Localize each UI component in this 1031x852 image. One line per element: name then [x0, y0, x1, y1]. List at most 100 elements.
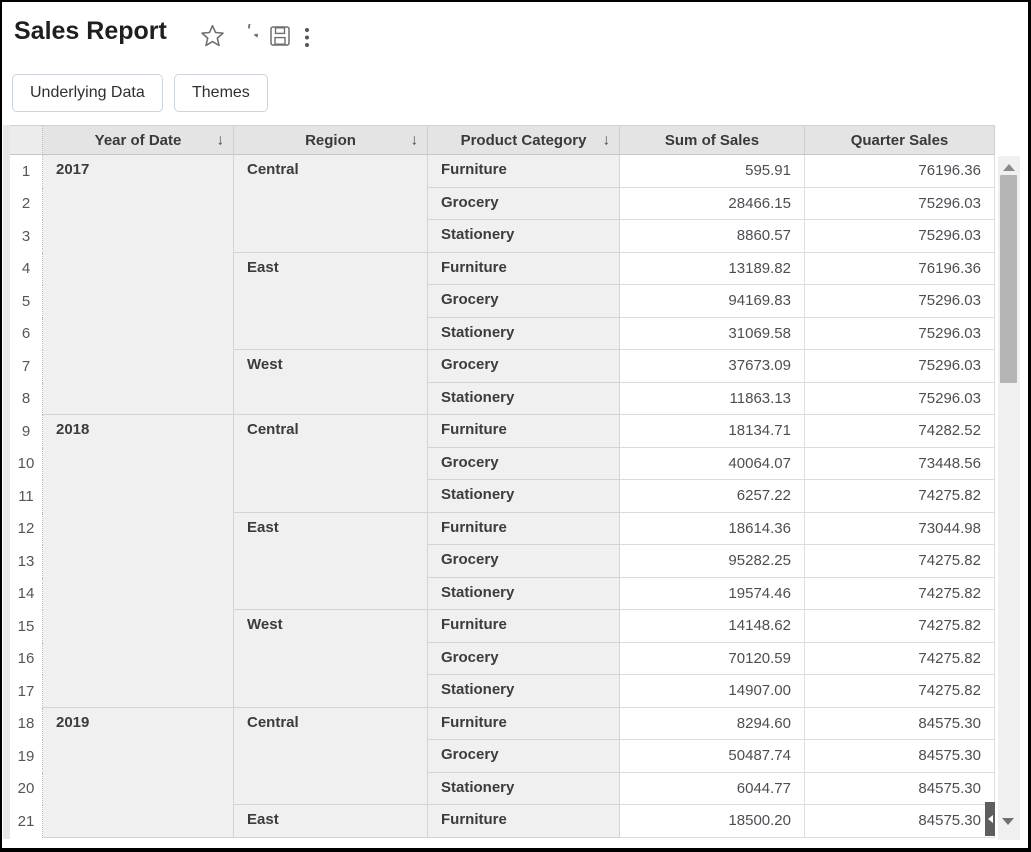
row-number-cell: 3: [10, 220, 43, 253]
cell-quarter-sales[interactable]: 84575.30: [805, 772, 995, 805]
vertical-scrollbar-thumb[interactable]: [1000, 175, 1017, 383]
cell-sum-of-sales[interactable]: 37673.09: [620, 350, 805, 383]
cell-sum-of-sales[interactable]: 11863.13: [620, 382, 805, 415]
underlying-data-button[interactable]: Underlying Data: [12, 74, 163, 112]
cell-sum-of-sales[interactable]: 6257.22: [620, 480, 805, 513]
cell-category[interactable]: Stationery: [428, 220, 620, 253]
cell-category[interactable]: Furniture: [428, 512, 620, 545]
cell-year[interactable]: 2018: [43, 415, 234, 708]
favorite-star-icon[interactable]: [200, 23, 225, 48]
row-number-cell: 4: [10, 252, 43, 285]
cell-region[interactable]: Central: [234, 155, 428, 253]
save-icon[interactable]: [269, 25, 291, 47]
cell-category[interactable]: Grocery: [428, 642, 620, 675]
cell-sum-of-sales[interactable]: 595.91: [620, 155, 805, 188]
cell-sum-of-sales[interactable]: 70120.59: [620, 642, 805, 675]
cell-region[interactable]: West: [234, 610, 428, 708]
cell-quarter-sales[interactable]: 84575.30: [805, 805, 995, 838]
cell-sum-of-sales[interactable]: 18134.71: [620, 415, 805, 448]
cell-category[interactable]: Stationery: [428, 675, 620, 708]
cell-sum-of-sales[interactable]: 95282.25: [620, 545, 805, 578]
cell-sum-of-sales[interactable]: 14148.62: [620, 610, 805, 643]
cell-category[interactable]: Stationery: [428, 772, 620, 805]
cell-category[interactable]: Furniture: [428, 805, 620, 838]
cell-quarter-sales[interactable]: 76196.36: [805, 155, 995, 188]
cell-category[interactable]: Stationery: [428, 480, 620, 513]
cell-sum-of-sales[interactable]: 50487.74: [620, 740, 805, 773]
cell-quarter-sales[interactable]: 84575.30: [805, 740, 995, 773]
cell-quarter-sales[interactable]: 75296.03: [805, 285, 995, 318]
cell-quarter-sales[interactable]: 74275.82: [805, 642, 995, 675]
cell-sum-of-sales[interactable]: 18614.36: [620, 512, 805, 545]
cell-category[interactable]: Grocery: [428, 285, 620, 318]
sort-descending-icon[interactable]: ↓: [216, 131, 225, 149]
cell-year[interactable]: 2019: [43, 707, 234, 838]
cell-category[interactable]: Grocery: [428, 447, 620, 480]
scroll-left-button[interactable]: [985, 802, 995, 836]
cell-region[interactable]: East: [234, 252, 428, 350]
cell-quarter-sales[interactable]: 75296.03: [805, 382, 995, 415]
cell-category[interactable]: Grocery: [428, 740, 620, 773]
cell-category[interactable]: Stationery: [428, 577, 620, 610]
cell-category[interactable]: Grocery: [428, 545, 620, 578]
cell-category[interactable]: Furniture: [428, 610, 620, 643]
table-row: 14 Stationery 19574.46 74275.82: [10, 577, 995, 610]
cell-quarter-sales[interactable]: 75296.03: [805, 350, 995, 383]
sort-descending-icon[interactable]: ↓: [410, 131, 419, 149]
cell-region[interactable]: East: [234, 512, 428, 610]
cell-sum-of-sales[interactable]: 13189.82: [620, 252, 805, 285]
cell-category[interactable]: Stationery: [428, 382, 620, 415]
cell-quarter-sales[interactable]: 75296.03: [805, 187, 995, 220]
cell-sum-of-sales[interactable]: 14907.00: [620, 675, 805, 708]
cell-category[interactable]: Furniture: [428, 155, 620, 188]
scroll-down-arrow-icon[interactable]: [1002, 818, 1014, 825]
column-header-product-category[interactable]: Product Category ↓: [428, 125, 620, 155]
column-header-year-of-date[interactable]: Year of Date ↓: [43, 125, 234, 155]
scroll-up-arrow-icon[interactable]: [1003, 164, 1015, 171]
column-header-quarter-sales[interactable]: Quarter Sales: [805, 125, 995, 155]
cell-category[interactable]: Grocery: [428, 350, 620, 383]
row-number-cell: 12: [10, 512, 43, 545]
cell-category[interactable]: Furniture: [428, 707, 620, 740]
cell-quarter-sales[interactable]: 75296.03: [805, 317, 995, 350]
more-options-icon[interactable]: [302, 26, 312, 49]
cell-sum-of-sales[interactable]: 19574.46: [620, 577, 805, 610]
cell-quarter-sales[interactable]: 74275.82: [805, 577, 995, 610]
column-label: Region: [305, 131, 356, 149]
cell-sum-of-sales[interactable]: 18500.20: [620, 805, 805, 838]
cell-quarter-sales[interactable]: 74275.82: [805, 545, 995, 578]
cell-region[interactable]: Central: [234, 415, 428, 513]
cell-quarter-sales[interactable]: 84575.30: [805, 707, 995, 740]
column-header-sum-of-sales[interactable]: Sum of Sales: [620, 125, 805, 155]
themes-button[interactable]: Themes: [174, 74, 268, 112]
cell-quarter-sales[interactable]: 75296.03: [805, 220, 995, 253]
cell-sum-of-sales[interactable]: 8860.57: [620, 220, 805, 253]
cell-quarter-sales[interactable]: 76196.36: [805, 252, 995, 285]
cell-quarter-sales[interactable]: 74275.82: [805, 480, 995, 513]
cell-sum-of-sales[interactable]: 94169.83: [620, 285, 805, 318]
cell-sum-of-sales[interactable]: 28466.15: [620, 187, 805, 220]
cell-quarter-sales[interactable]: 74282.52: [805, 415, 995, 448]
cell-year[interactable]: 2017: [43, 155, 234, 415]
cell-sum-of-sales[interactable]: 31069.58: [620, 317, 805, 350]
row-number-cell: 14: [10, 577, 43, 610]
cell-sum-of-sales[interactable]: 8294.60: [620, 707, 805, 740]
cell-region[interactable]: East: [234, 805, 428, 838]
cell-category[interactable]: Stationery: [428, 317, 620, 350]
refresh-icon[interactable]: [235, 24, 258, 47]
cell-category[interactable]: Furniture: [428, 252, 620, 285]
cell-sum-of-sales[interactable]: 6044.77: [620, 772, 805, 805]
cell-quarter-sales[interactable]: 73044.98: [805, 512, 995, 545]
cell-quarter-sales[interactable]: 74275.82: [805, 610, 995, 643]
row-number-cell: 15: [10, 610, 43, 643]
cell-sum-of-sales[interactable]: 40064.07: [620, 447, 805, 480]
column-header-region[interactable]: Region ↓: [234, 125, 428, 155]
cell-category[interactable]: Grocery: [428, 187, 620, 220]
cell-quarter-sales[interactable]: 74275.82: [805, 675, 995, 708]
cell-region[interactable]: West: [234, 350, 428, 415]
cell-quarter-sales[interactable]: 73448.56: [805, 447, 995, 480]
table-row: 21 East Furniture 18500.20 84575.30: [10, 805, 995, 838]
cell-region[interactable]: Central: [234, 707, 428, 805]
sort-descending-icon[interactable]: ↓: [602, 131, 611, 149]
cell-category[interactable]: Furniture: [428, 415, 620, 448]
